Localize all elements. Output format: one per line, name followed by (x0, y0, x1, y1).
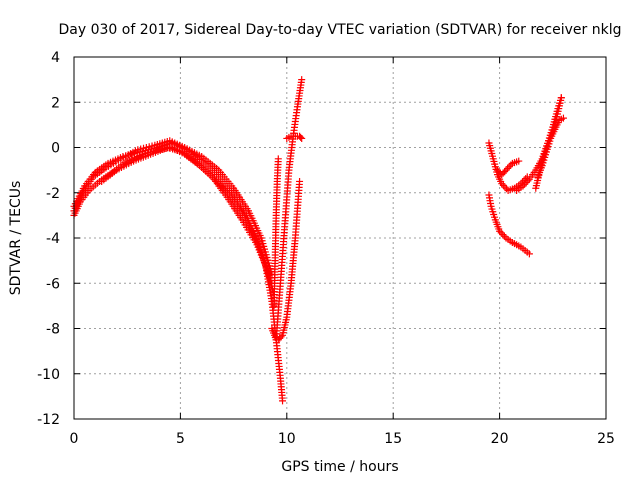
data-point (498, 180, 506, 188)
data-point (519, 182, 527, 190)
data-point (298, 134, 306, 142)
data-series (70, 139, 278, 299)
x-tick-label: 10 (278, 431, 296, 447)
y-tick-label: -6 (46, 276, 60, 292)
data-point (504, 164, 512, 172)
data-point (505, 163, 513, 171)
y-tick-label: 4 (51, 50, 60, 66)
y-tick-label: -12 (37, 412, 60, 428)
y-tick-label: -4 (46, 231, 60, 247)
data-point (524, 177, 532, 185)
data-series (534, 114, 567, 181)
data-point (515, 157, 523, 165)
data-point (502, 166, 510, 174)
data-point (525, 250, 533, 258)
data-point (296, 177, 304, 185)
data-series (485, 191, 533, 258)
data-point (559, 114, 567, 122)
data-point (298, 76, 306, 84)
grid-layer (74, 57, 606, 419)
data-point (499, 231, 507, 239)
data-layer (70, 76, 567, 405)
data-point (497, 229, 505, 237)
data-series (70, 144, 287, 405)
data-series (70, 137, 276, 278)
data-point (274, 155, 282, 163)
data-point (507, 161, 515, 169)
data-point (522, 179, 530, 187)
chart-title: Day 030 of 2017, Sidereal Day-to-day VTE… (59, 22, 622, 38)
x-tick-label: 0 (70, 431, 79, 447)
data-point (297, 133, 305, 141)
plot-frame (73, 56, 607, 420)
data-point (499, 181, 507, 189)
data-series (270, 155, 282, 310)
data-point (521, 180, 529, 188)
data-point (279, 397, 287, 405)
y-tick-label: 2 (51, 95, 60, 111)
data-point (503, 185, 511, 193)
data-point (501, 183, 509, 191)
x-tick-label: 15 (384, 431, 402, 447)
y-axis-title: SDTVAR / TECUs (8, 181, 24, 296)
data-point (501, 168, 509, 176)
x-axis-title: GPS time / hours (281, 459, 398, 475)
y-tick-label: 0 (51, 141, 60, 157)
x-tick-label: 20 (491, 431, 509, 447)
data-series (493, 157, 523, 179)
data-point (500, 232, 508, 240)
x-tick-label: 5 (176, 431, 185, 447)
data-point (557, 94, 565, 102)
data-series (274, 177, 304, 344)
y-tick-label: -10 (37, 367, 60, 383)
x-tick-label: 25 (597, 431, 615, 447)
data-series (283, 132, 306, 142)
y-tick-label: -2 (46, 186, 60, 202)
data-series (268, 76, 306, 344)
y-tick-label: -8 (46, 322, 60, 338)
data-point (496, 227, 504, 235)
